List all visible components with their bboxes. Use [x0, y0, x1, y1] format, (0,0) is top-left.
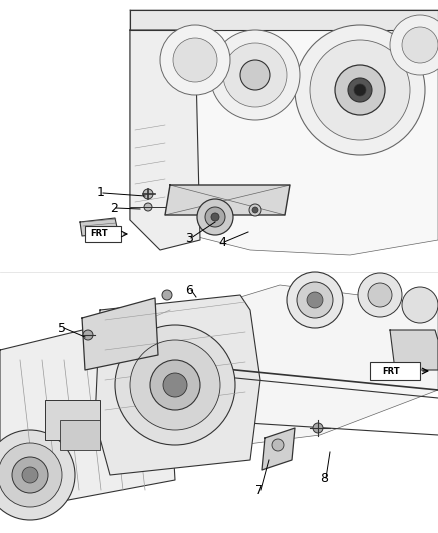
- Polygon shape: [130, 10, 438, 255]
- Polygon shape: [80, 218, 118, 236]
- Circle shape: [310, 40, 410, 140]
- Circle shape: [402, 287, 438, 323]
- Polygon shape: [262, 428, 295, 470]
- Circle shape: [335, 65, 385, 115]
- Bar: [370, 362, 420, 380]
- Circle shape: [287, 272, 343, 328]
- Circle shape: [223, 43, 287, 107]
- Circle shape: [130, 340, 220, 430]
- Circle shape: [162, 290, 172, 300]
- Circle shape: [240, 60, 270, 90]
- Circle shape: [160, 25, 230, 95]
- Circle shape: [83, 330, 93, 340]
- Bar: [60, 420, 100, 450]
- Polygon shape: [82, 298, 158, 370]
- Circle shape: [0, 430, 75, 520]
- Circle shape: [210, 30, 300, 120]
- Circle shape: [249, 204, 261, 216]
- Circle shape: [115, 325, 235, 445]
- Circle shape: [150, 360, 200, 410]
- Text: FRT: FRT: [91, 230, 108, 238]
- Text: 4: 4: [218, 236, 226, 248]
- Polygon shape: [0, 310, 175, 510]
- Circle shape: [143, 189, 153, 199]
- Circle shape: [368, 283, 392, 307]
- Circle shape: [313, 423, 323, 433]
- Circle shape: [358, 273, 402, 317]
- Circle shape: [211, 213, 219, 221]
- Text: 6: 6: [185, 284, 193, 296]
- Text: FRT: FRT: [382, 367, 400, 376]
- Text: 2: 2: [110, 201, 118, 214]
- Text: 3: 3: [185, 231, 193, 245]
- Circle shape: [22, 467, 38, 483]
- Circle shape: [252, 207, 258, 213]
- Polygon shape: [390, 330, 438, 370]
- Circle shape: [402, 27, 438, 63]
- Circle shape: [307, 292, 323, 308]
- Circle shape: [163, 373, 187, 397]
- Circle shape: [173, 38, 217, 82]
- Circle shape: [390, 15, 438, 75]
- Polygon shape: [0, 285, 438, 450]
- Bar: [85, 226, 121, 242]
- Polygon shape: [165, 185, 290, 215]
- Bar: [45, 400, 100, 440]
- Text: 1: 1: [97, 187, 105, 199]
- Circle shape: [295, 25, 425, 155]
- Text: 8: 8: [320, 472, 328, 484]
- Circle shape: [348, 78, 372, 102]
- Circle shape: [0, 443, 62, 507]
- Polygon shape: [95, 295, 260, 475]
- Circle shape: [205, 207, 225, 227]
- Circle shape: [12, 457, 48, 493]
- Circle shape: [144, 203, 152, 211]
- Circle shape: [354, 84, 366, 96]
- Circle shape: [297, 282, 333, 318]
- Polygon shape: [130, 10, 438, 30]
- Circle shape: [272, 439, 284, 451]
- Text: 7: 7: [255, 483, 263, 497]
- Circle shape: [197, 199, 233, 235]
- Polygon shape: [130, 30, 200, 250]
- Text: 5: 5: [58, 321, 66, 335]
